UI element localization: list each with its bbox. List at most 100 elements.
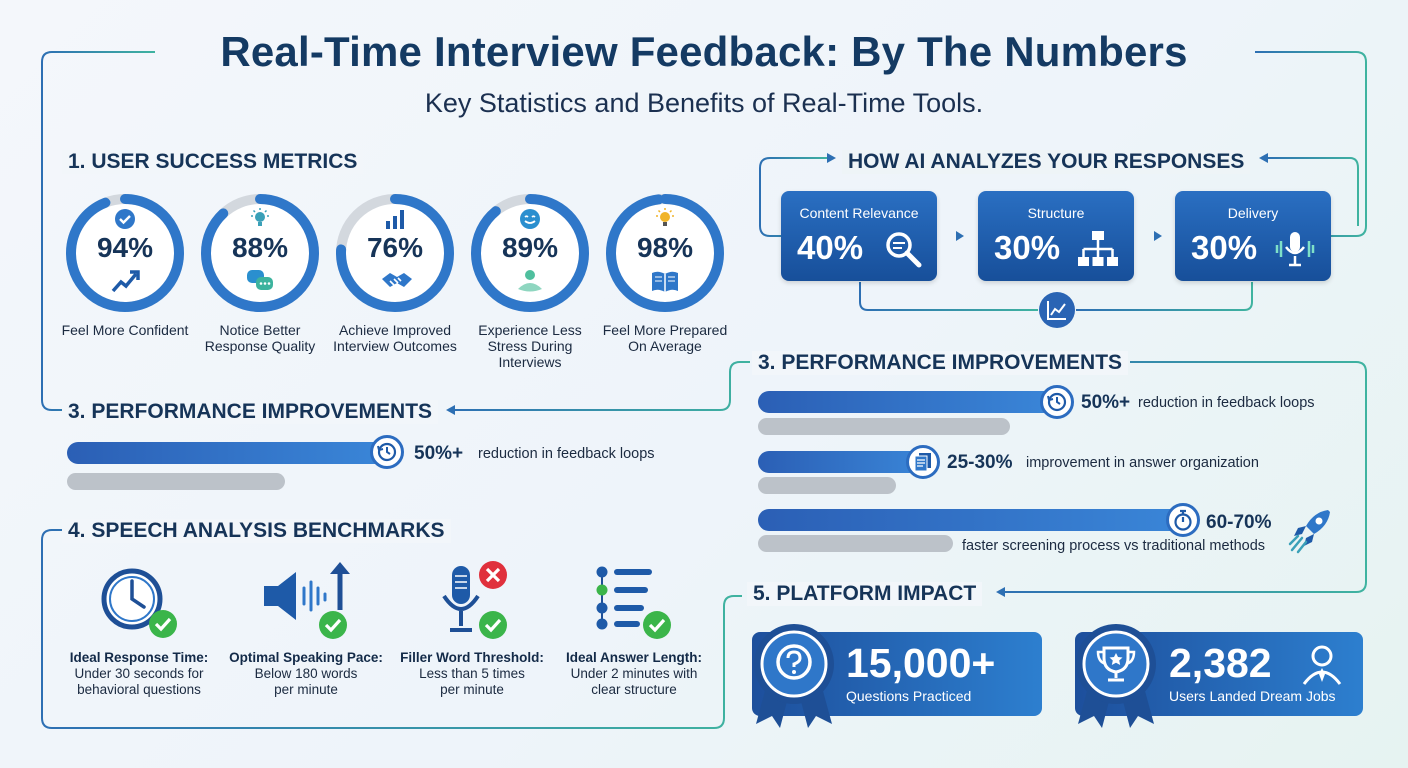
- performance-desc: improvement in answer organization: [1026, 455, 1259, 471]
- ai-box-label: Structure: [1027, 205, 1085, 221]
- line-chart-icon: [1047, 301, 1066, 320]
- ai-box-label: Content Relevance: [799, 205, 919, 221]
- baseline-bar: [758, 418, 1010, 435]
- metric-card: 88% Notice Better Response Quality: [199, 192, 321, 354]
- platform-caption: Questions Practiced: [846, 688, 972, 704]
- magnifier-icon: [886, 232, 922, 268]
- speech-label: Ideal Response Time: Under 30 seconds fo…: [54, 650, 224, 698]
- metric-label: Notice Better Response Quality: [204, 322, 316, 354]
- metric-value: 94%: [96, 232, 154, 263]
- metric-label: Achieve Improved Interview Outcomes: [333, 322, 457, 354]
- microphone-icon: [1275, 232, 1315, 267]
- stopwatch-icon: [1174, 509, 1192, 531]
- ai-hub-icon-wrap: [1039, 292, 1075, 328]
- ai-box-structure: Structure 30%: [978, 191, 1134, 281]
- speech-label: Ideal Answer Length: Under 2 minutes wit…: [549, 650, 719, 698]
- check-circle-icon: [115, 209, 135, 229]
- donut-chart: [606, 194, 724, 312]
- speech-title: Ideal Answer Length:: [565, 650, 702, 665]
- performance-stat: 60-70%: [1206, 512, 1272, 533]
- lightbulb-icon: [656, 208, 674, 226]
- metric-label: Feel More Prepared On Average: [602, 322, 728, 354]
- donut-chart: [66, 194, 184, 312]
- speech-title: Optimal Speaking Pace:: [229, 650, 383, 665]
- donut-chart: [201, 194, 319, 312]
- progress-bar: [67, 442, 387, 464]
- speech-icon-group: [98, 565, 182, 639]
- check-badge-icon: [319, 611, 347, 639]
- microphone-icon: [442, 566, 480, 632]
- performance-desc: reduction in feedback loops: [478, 446, 655, 462]
- performance-desc: faster screening process vs traditional …: [962, 538, 1266, 554]
- metric-card: 94% Feel More Confident: [62, 192, 188, 338]
- ai-box-label: Delivery: [1227, 205, 1279, 221]
- speech-title: Filler Word Threshold:: [400, 650, 544, 665]
- ai-box-value: 30%: [994, 229, 1061, 266]
- page-title: Real-Time Interview Feedback: By The Num…: [220, 28, 1188, 75]
- metric-card: 98% Feel More Prepared On Average: [603, 192, 727, 354]
- metric-card: 76% Achieve Improved Interview Outcomes: [333, 192, 457, 354]
- check-badge-icon: [479, 611, 507, 639]
- speech-label: Filler Word Threshold: Less than 5 times…: [387, 650, 557, 698]
- speech-line2: clear structure: [591, 682, 677, 697]
- error-badge-icon: [479, 561, 507, 589]
- hierarchy-icon: [1078, 231, 1118, 266]
- platform-heading: 5. PLATFORM IMPACT: [747, 582, 983, 606]
- documents-icon: [914, 453, 931, 472]
- metric-value: 88%: [231, 232, 289, 263]
- metric-card: 89% Experience Less Stress During Interv…: [469, 192, 591, 370]
- speech-line1: Under 30 seconds for: [74, 666, 204, 681]
- trophy-badge-icon: [1076, 624, 1156, 728]
- speech-icon-group: [260, 558, 356, 640]
- clock-refresh-icon: [377, 442, 397, 462]
- trend-up-icon: [111, 270, 140, 293]
- progress-bar: [758, 509, 1188, 531]
- baseline-bar: [67, 473, 285, 490]
- user-success-heading: 1. USER SUCCESS METRICS: [62, 150, 364, 174]
- clock-icon: [101, 568, 163, 630]
- performance-desc: reduction in feedback loops: [1138, 395, 1315, 411]
- speech-line1: Less than 5 times: [419, 666, 525, 681]
- speech-line1: Below 180 words: [254, 666, 358, 681]
- baseline-bar: [758, 535, 953, 552]
- bar-icon-wrap: [370, 435, 404, 469]
- bar-chart-icon: [386, 210, 404, 229]
- rocket-icon: [1288, 510, 1330, 554]
- ai-box-content-relevance: Content Relevance 40%: [781, 191, 937, 281]
- chat-bubbles-icon: [247, 270, 273, 290]
- ai-box-value: 40%: [797, 229, 864, 266]
- donut-chart: [471, 194, 589, 312]
- page-subtitle: Key Statistics and Benefits of Real-Time…: [424, 88, 984, 118]
- handshake-icon: [382, 273, 412, 287]
- performance-stat: 50%+: [1081, 392, 1131, 413]
- platform-caption: Users Landed Dream Jobs: [1169, 688, 1336, 704]
- platform-value: 2,382: [1169, 640, 1272, 686]
- bar-icon-wrap: [1166, 503, 1200, 537]
- speech-line2: per minute: [274, 682, 338, 697]
- speech-label: Optimal Speaking Pace: Below 180 words p…: [221, 650, 391, 698]
- calm-person-icon: [518, 270, 542, 292]
- performance-left-heading: 3. PERFORMANCE IMPROVEMENTS: [62, 400, 439, 424]
- metric-value: 89%: [501, 232, 559, 263]
- speech-icon-group: [592, 562, 676, 642]
- progress-bar: [758, 391, 1058, 413]
- lightbulb-icon: [251, 208, 269, 226]
- ai-box-value: 30%: [1191, 229, 1258, 266]
- speech-line2: behavioral questions: [77, 682, 201, 697]
- check-badge-icon: [643, 611, 671, 639]
- speaker-icon: [264, 562, 350, 620]
- ai-analysis-heading: HOW AI ANALYZES YOUR RESPONSES: [842, 150, 1251, 174]
- clock-refresh-icon: [1047, 392, 1067, 412]
- metric-value: 98%: [636, 232, 694, 263]
- smiley-icon: [520, 209, 540, 229]
- performance-right-heading: 3. PERFORMANCE IMPROVEMENTS: [752, 351, 1129, 375]
- list-icon: [596, 566, 652, 630]
- bar-icon-wrap: [1040, 385, 1074, 419]
- metric-label: Feel More Confident: [61, 322, 189, 338]
- baseline-bar: [758, 477, 896, 494]
- speech-title: Ideal Response Time:: [69, 650, 209, 665]
- question-badge-icon: [754, 624, 834, 728]
- check-badge-icon: [149, 610, 177, 638]
- donut-chart: [336, 194, 454, 312]
